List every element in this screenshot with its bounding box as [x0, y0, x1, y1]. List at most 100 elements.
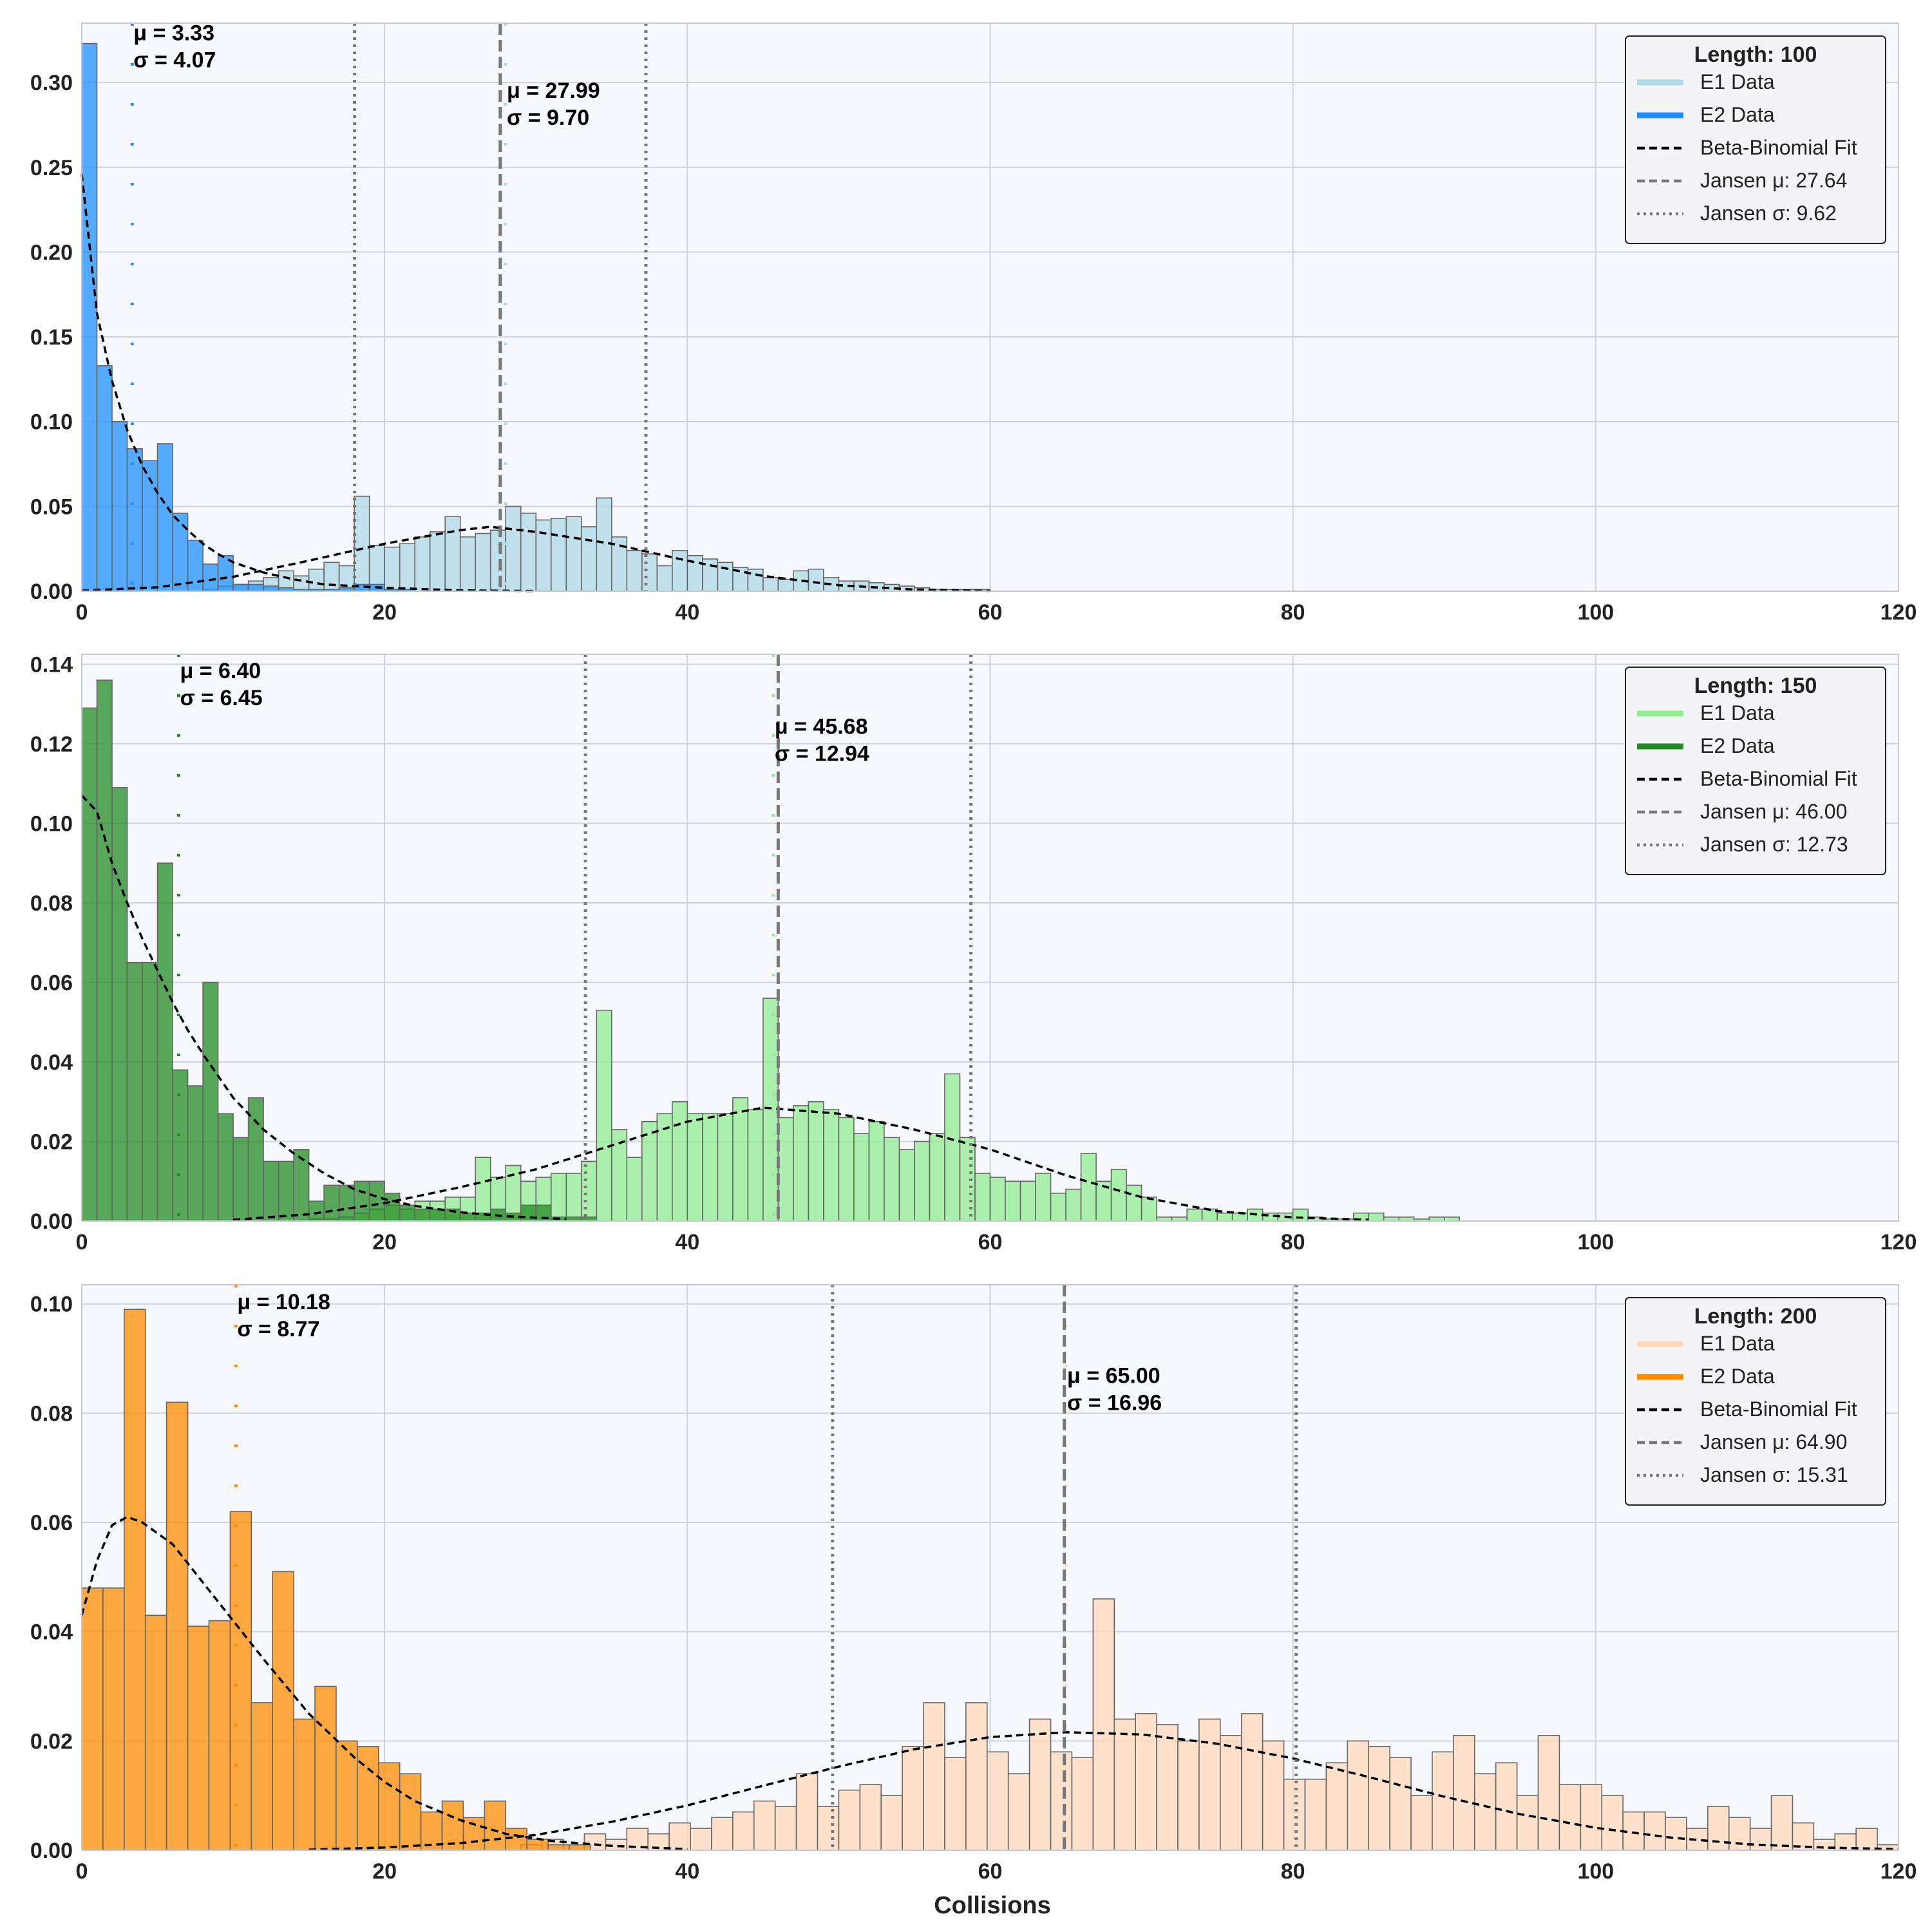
legend-label: Jansen σ: 12.73	[1700, 833, 1848, 856]
histogram-bar	[354, 1180, 370, 1222]
histogram-bar	[81, 707, 98, 1222]
histogram-bar	[399, 1773, 422, 1851]
histogram-bar	[156, 862, 173, 1222]
histogram-bar	[884, 1137, 900, 1222]
series-e2-bars	[81, 679, 598, 1222]
y-tick-label: 0.15	[30, 325, 73, 350]
histogram-bar	[626, 550, 643, 592]
annotation-mean: μ = 10.18	[237, 1290, 330, 1314]
histogram-bar	[959, 1137, 976, 1222]
histogram-bar	[1728, 1817, 1751, 1851]
histogram-bar	[484, 1800, 507, 1851]
histogram-bar	[293, 1718, 316, 1851]
legend-box	[1625, 667, 1886, 875]
histogram-bar	[354, 495, 370, 592]
histogram-bar	[263, 585, 279, 592]
histogram-bar	[777, 1117, 794, 1222]
histogram-bar	[838, 1789, 861, 1851]
histogram-bar	[251, 1702, 274, 1851]
x-tick-label: 100	[1577, 1859, 1614, 1884]
histogram-bar	[1410, 1795, 1433, 1851]
histogram-bar	[1126, 1184, 1142, 1222]
histogram-bar	[399, 1204, 415, 1222]
histogram-bar	[1643, 1811, 1666, 1851]
x-tick-label: 60	[978, 1230, 1003, 1255]
y-tick-label: 0.04	[30, 1050, 73, 1075]
histogram-bar	[1262, 1740, 1285, 1851]
histogram-bar	[817, 1806, 840, 1851]
histogram-bar	[777, 578, 794, 592]
histogram-bar	[293, 575, 310, 592]
legend-label: E2 Data	[1700, 734, 1775, 757]
histogram-bar	[1473, 1773, 1497, 1851]
axes-frame	[81, 654, 1899, 1222]
histogram-bar	[1110, 1168, 1127, 1222]
fit-curve	[308, 1731, 1899, 1851]
histogram-bar	[126, 448, 143, 592]
y-tick-label: 0.06	[30, 1511, 73, 1535]
histogram-bar	[1770, 1795, 1794, 1851]
x-tick-label: 120	[1880, 600, 1917, 625]
histogram-bar	[626, 1157, 643, 1222]
legend-label: E2 Data	[1700, 103, 1775, 126]
annotation-sigma: σ = 6.45	[180, 686, 262, 710]
histogram-bar	[569, 1844, 591, 1851]
histogram-bar	[1007, 1773, 1030, 1851]
histogram-bar	[1035, 1173, 1052, 1222]
y-tick-label: 0.00	[30, 1209, 73, 1234]
histogram-bar	[596, 497, 612, 592]
histogram-bar	[232, 583, 249, 592]
series-e2-bars	[81, 1309, 591, 1851]
x-tick-label: 0	[76, 1230, 88, 1255]
legend: Length: 100 E1 Data E2 Data Beta-Binomial F…	[1625, 35, 1886, 244]
y-tick-label: 0.00	[30, 580, 73, 604]
histogram-bar	[808, 568, 824, 592]
histogram-bar	[1580, 1784, 1603, 1851]
histogram-bar	[580, 526, 598, 592]
legend: Length: 200 E1 Data E2 Data Beta-Binomial F…	[1625, 1297, 1886, 1506]
histogram-bar	[641, 1121, 658, 1222]
histogram-bar	[1071, 1756, 1094, 1851]
panel-2: μ = 6.40 σ = 6.45 μ = 45.68 σ = 12.94 0 20 40 6…	[30, 652, 1917, 1255]
histogram-bar	[1050, 1192, 1066, 1222]
histogram-bar	[989, 1177, 1006, 1222]
histogram-bar	[1601, 1795, 1624, 1851]
histogram-bar	[747, 1109, 764, 1222]
y-tick-label: 0.10	[30, 811, 73, 836]
histogram-bar	[1156, 1724, 1179, 1851]
x-tick-label: 20	[372, 1859, 397, 1884]
histogram-bar	[505, 506, 522, 592]
legend-label: E1 Data	[1700, 701, 1775, 724]
histogram-bar	[711, 1817, 734, 1851]
histogram-bar	[172, 513, 189, 592]
histogram-bar	[672, 1101, 688, 1222]
legend-box	[1625, 35, 1886, 244]
histogram-bar	[550, 1173, 567, 1222]
histogram-bar	[338, 1184, 355, 1222]
x-tick-label: 120	[1880, 1859, 1917, 1884]
y-tick-label: 0.10	[30, 410, 73, 435]
histogram-bar	[1220, 1735, 1242, 1851]
histogram-bar	[929, 1133, 945, 1222]
x-tick-label: 80	[1281, 1230, 1305, 1255]
histogram-bar	[187, 1085, 204, 1222]
histogram-bar	[1065, 1188, 1082, 1222]
x-tick-label: 40	[675, 600, 699, 625]
legend-label: Beta-Binomial Fit	[1700, 136, 1857, 159]
histogram-bar	[1217, 1212, 1233, 1222]
histogram-bar	[923, 1702, 945, 1851]
histogram-bar	[1201, 1208, 1218, 1222]
histogram-bar	[965, 1702, 988, 1851]
histogram-bar	[399, 543, 415, 592]
legend-label: E1 Data	[1700, 70, 1775, 93]
legend-label: E2 Data	[1700, 1365, 1775, 1388]
annotation-mean: μ = 45.68	[775, 715, 868, 739]
histogram-bar	[986, 1751, 1009, 1851]
legend-label: Jansen μ: 64.90	[1700, 1430, 1847, 1454]
histogram-bar	[808, 1101, 824, 1222]
y-tick-label: 0.10	[30, 1293, 73, 1317]
histogram-bar	[126, 961, 143, 1222]
y-tick-label: 0.04	[30, 1620, 73, 1645]
histogram-bar	[263, 1160, 279, 1222]
histogram-bar	[1198, 1718, 1221, 1851]
